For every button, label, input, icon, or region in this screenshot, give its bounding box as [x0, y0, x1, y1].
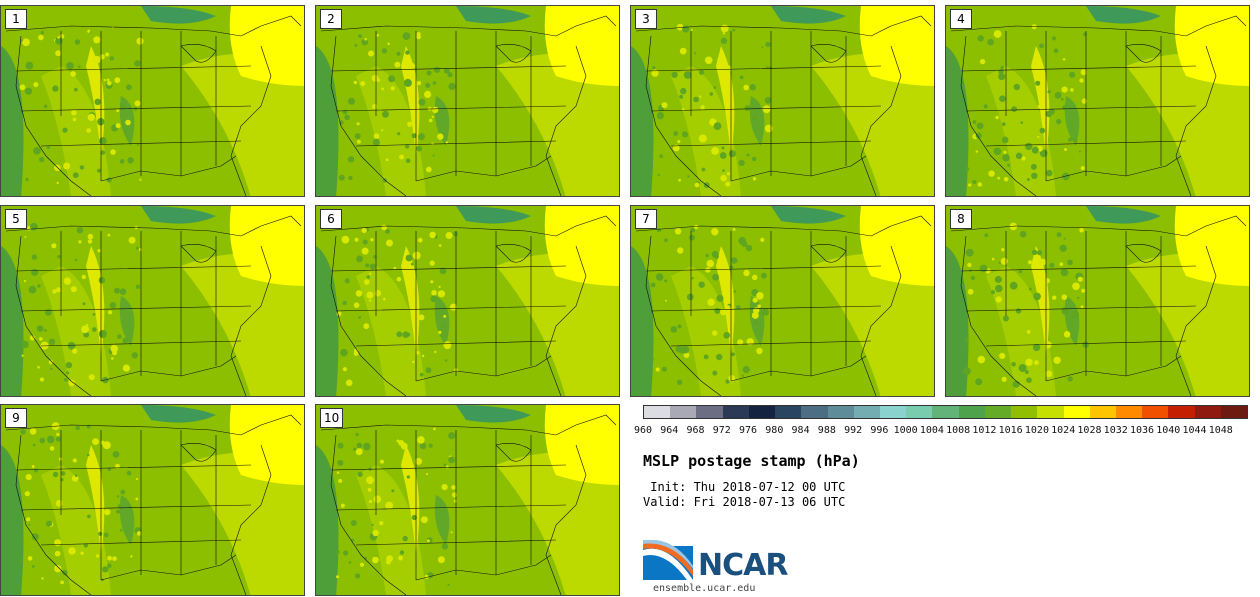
colorbar-tick-label: 1024	[1051, 425, 1076, 436]
colorbar-swatch	[906, 406, 933, 418]
colorbar-tick-label: 1004	[919, 425, 944, 436]
valid-time: Valid: Fri 2018-07-13 06 UTC	[643, 495, 846, 509]
colorbar-tick-label: 968	[686, 425, 705, 436]
chart-title: MSLP postage stamp (hPa)	[643, 452, 860, 470]
pressure-colorbar	[643, 405, 1248, 419]
colorbar-tick-label: 1012	[972, 425, 997, 436]
colorbar-tick-label: 980	[765, 425, 784, 436]
colorbar-tick-label: 1036	[1129, 425, 1155, 436]
postage-stamp-panel: 10	[315, 404, 620, 596]
colorbar-swatch	[748, 406, 776, 418]
colorbar-tick-label: 1028	[1077, 425, 1102, 436]
colorbar-tick-label: 1040	[1156, 425, 1181, 436]
colorbar-swatch	[696, 406, 723, 418]
colorbar-swatch	[827, 406, 854, 418]
colorbar-swatch	[1168, 406, 1195, 418]
panel-map-icon	[316, 206, 619, 396]
colorbar-tick-label: 1000	[893, 425, 918, 436]
colorbar-tick-label: 984	[791, 425, 810, 436]
colorbar-tick-label: 992	[844, 425, 863, 436]
colorbar-tick-label: 1032	[1103, 425, 1128, 436]
colorbar-tick-label: 988	[817, 425, 836, 436]
postage-stamp-panel: 5	[0, 205, 305, 397]
colorbar-swatch	[801, 406, 828, 418]
site-url: ensemble.ucar.edu	[653, 583, 756, 594]
colorbar-swatch	[722, 406, 749, 418]
panel-map-icon	[631, 6, 934, 196]
colorbar-tick-labels: 960 964 968 972 976 980 984 988 992 996 1000 1004 10…	[631, 425, 1260, 439]
colorbar-swatch	[1011, 406, 1038, 418]
postage-stamp-panel: 9	[0, 404, 305, 596]
postage-stamp-panel: 4	[945, 5, 1250, 197]
panel-map-icon	[316, 6, 619, 196]
panel-number-label: 1	[5, 9, 27, 29]
panel-map-icon	[1, 6, 304, 196]
colorbar-swatch	[1063, 406, 1090, 418]
postage-stamp-panel: 3	[630, 5, 935, 197]
panel-map-icon	[1, 206, 304, 396]
colorbar-tick-label: 1008	[946, 425, 971, 436]
ncar-logo-icon	[643, 540, 693, 580]
colorbar-swatch	[1220, 406, 1248, 418]
panel-map-icon	[946, 6, 1249, 196]
postage-stamp-panel: 6	[315, 205, 620, 397]
panel-number-label: 9	[5, 408, 27, 428]
colorbar-swatch	[670, 406, 697, 418]
colorbar-tick-label: 1048	[1208, 425, 1233, 436]
colorbar-tick-label: 972	[712, 425, 731, 436]
panel-number-label: 2	[320, 9, 342, 29]
colorbar-tick-label: 1020	[1024, 425, 1049, 436]
colorbar-swatch	[853, 406, 880, 418]
colorbar-tick-label: 964	[660, 425, 679, 436]
panel-number-label: 4	[950, 9, 972, 29]
colorbar-tick-label: 1044	[1182, 425, 1207, 436]
ncar-logo-text: NCAR	[698, 548, 788, 583]
colorbar-swatch	[1115, 406, 1143, 418]
panel-number-label: 5	[5, 209, 27, 229]
colorbar-swatch	[1037, 406, 1064, 418]
colorbar-swatch	[1142, 406, 1169, 418]
postage-stamp-panel: 7	[630, 205, 935, 397]
panel-number-label: 10	[320, 408, 344, 428]
init-time: Init: Thu 2018-07-12 00 UTC	[643, 480, 846, 494]
colorbar-swatch	[958, 406, 985, 418]
colorbar-tick-label: 976	[739, 425, 758, 436]
colorbar-swatch	[879, 406, 907, 418]
panel-number-label: 8	[950, 209, 972, 229]
colorbar-tick-label: 996	[870, 425, 889, 436]
panel-number-label: 6	[320, 209, 342, 229]
panel-number-label: 3	[635, 9, 657, 29]
colorbar-tick-label: 1016	[998, 425, 1023, 436]
panel-map-icon	[946, 206, 1249, 396]
postage-stamp-panel: 1	[0, 5, 305, 197]
colorbar-swatch	[644, 406, 671, 418]
panel-map-icon	[316, 405, 619, 595]
colorbar-swatch	[1089, 406, 1116, 418]
colorbar-swatch	[775, 406, 802, 418]
postage-stamp-panel: 2	[315, 5, 620, 197]
colorbar-swatch	[1194, 406, 1221, 418]
colorbar-swatch	[932, 406, 959, 418]
panel-map-icon	[631, 206, 934, 396]
panel-number-label: 7	[635, 209, 657, 229]
colorbar-tick-label: 960	[633, 425, 653, 436]
colorbar-swatch	[984, 406, 1012, 418]
panel-map-icon	[1, 405, 304, 595]
postage-stamp-panel: 8	[945, 205, 1250, 397]
